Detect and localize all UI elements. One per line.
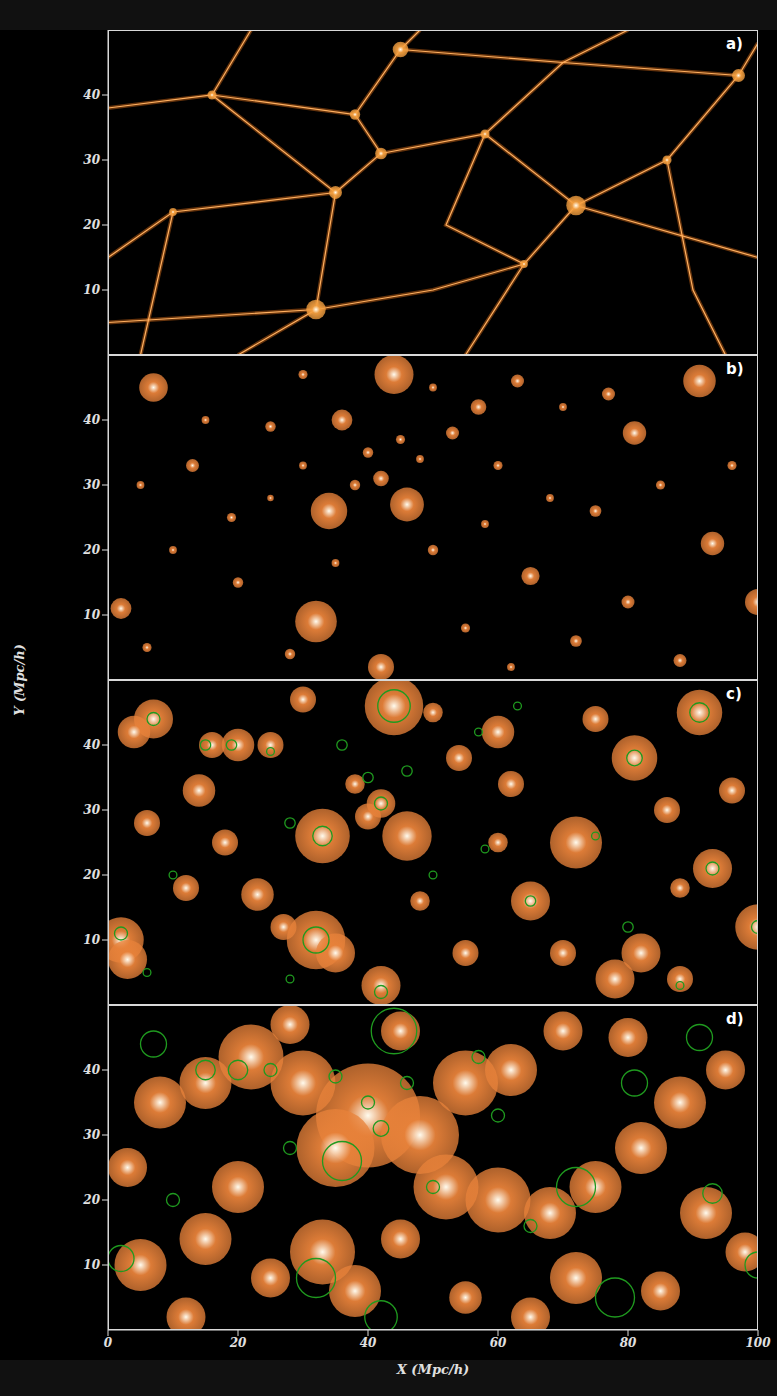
svg-text:30: 30 [83, 153, 100, 167]
svg-text:100: 100 [745, 1336, 771, 1350]
svg-text:60: 60 [490, 1336, 507, 1350]
svg-text:40: 40 [83, 738, 100, 752]
svg-text:20: 20 [82, 218, 100, 232]
svg-text:40: 40 [83, 413, 100, 427]
svg-text:40: 40 [83, 1063, 100, 1077]
svg-text:0: 0 [104, 1336, 113, 1350]
svg-text:20: 20 [82, 868, 100, 882]
svg-text:80: 80 [620, 1336, 637, 1350]
html-text:X (Mpc/h): X (Mpc/h) [396, 1362, 470, 1377]
svg-text:40: 40 [360, 1336, 377, 1350]
html-text:c): c) [726, 685, 742, 703]
html-text:a): a) [726, 35, 743, 53]
svg-text:20: 20 [82, 543, 100, 557]
svg-text:10: 10 [83, 608, 100, 622]
svg-text:10: 10 [83, 283, 100, 297]
svg-text:40: 40 [83, 88, 100, 102]
html-text:b): b) [726, 360, 744, 378]
svg-text:30: 30 [83, 803, 100, 817]
svg-text:20: 20 [82, 1193, 100, 1207]
svg-text:10: 10 [83, 1258, 100, 1272]
html-text:Y (Mpc/h): Y (Mpc/h) [12, 644, 27, 716]
svg-text:20: 20 [229, 1336, 247, 1350]
svg-text:30: 30 [83, 478, 100, 492]
svg-text:30: 30 [83, 1128, 100, 1142]
html-text:d): d) [726, 1010, 744, 1028]
svg-text:10: 10 [83, 933, 100, 947]
